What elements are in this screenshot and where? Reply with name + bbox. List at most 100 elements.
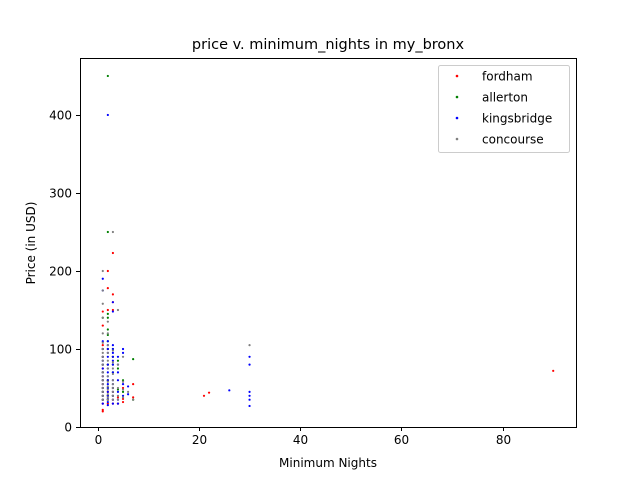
data-point	[106, 375, 109, 378]
data-point	[106, 351, 109, 354]
data-point	[116, 363, 120, 366]
data-point	[116, 394, 120, 397]
x-tick-label: 20	[192, 433, 207, 447]
data-point	[111, 355, 114, 358]
data-point	[116, 398, 120, 401]
data-point	[121, 355, 125, 358]
data-point	[101, 408, 104, 411]
data-point	[106, 347, 109, 351]
data-point	[111, 359, 114, 362]
data-point	[106, 396, 109, 399]
data-point	[116, 379, 120, 382]
data-point	[101, 410, 104, 413]
data-point	[116, 371, 120, 374]
data-point	[101, 359, 104, 362]
data-point	[121, 388, 125, 391]
data-point	[101, 289, 104, 292]
data-point	[126, 393, 130, 396]
data-point	[248, 394, 251, 397]
y-tick-label: 100	[49, 343, 72, 357]
x-tick-label: 80	[496, 433, 511, 447]
data-point	[106, 367, 109, 370]
data-point	[111, 293, 114, 296]
data-point	[101, 277, 104, 280]
data-point	[202, 394, 206, 397]
data-point	[116, 388, 120, 391]
data-point	[111, 308, 114, 312]
data-point	[106, 328, 109, 331]
data-point	[116, 396, 120, 399]
data-point	[248, 390, 251, 393]
data-point	[111, 301, 114, 304]
data-point	[121, 397, 125, 401]
data-point	[101, 386, 104, 390]
data-point	[106, 332, 109, 335]
data-point	[121, 379, 125, 382]
data-point	[121, 386, 125, 390]
y-axis: 0 100 200 300 400	[49, 109, 80, 435]
data-point	[101, 398, 104, 401]
legend-marker	[455, 74, 459, 78]
data-point	[101, 390, 104, 393]
x-tick-label: 40	[293, 433, 308, 447]
data-point	[101, 269, 104, 273]
data-point	[111, 386, 114, 390]
chart-title: price v. minimum_nights in my_bronx	[192, 37, 465, 53]
data-point	[111, 351, 114, 354]
data-point	[248, 355, 251, 358]
y-tick-label: 400	[49, 109, 72, 123]
data-point	[106, 359, 109, 362]
data-point	[116, 367, 120, 370]
data-point	[101, 324, 104, 327]
data-point	[111, 349, 114, 352]
data-point	[106, 388, 109, 391]
data-point	[111, 343, 114, 347]
data-point	[111, 402, 114, 405]
data-point	[101, 402, 104, 405]
data-point	[121, 382, 125, 386]
data-point	[106, 400, 109, 404]
plot-area-frame	[80, 58, 577, 428]
data-point	[248, 343, 251, 347]
data-point	[101, 371, 104, 374]
legend-marker	[455, 116, 459, 120]
data-point	[111, 390, 114, 393]
data-point	[111, 347, 114, 351]
data-point	[126, 385, 130, 388]
data-point	[121, 380, 125, 383]
data-point	[106, 402, 109, 405]
data-point	[228, 389, 231, 392]
data-point	[126, 390, 130, 393]
data-point	[111, 372, 114, 376]
legend-label: fordham	[482, 70, 533, 84]
data-point	[116, 386, 120, 390]
data-point	[121, 390, 125, 393]
data-point	[106, 380, 109, 383]
data-point	[116, 390, 120, 393]
x-tick-label: 60	[394, 433, 409, 447]
data-point	[101, 363, 104, 366]
data-point	[106, 340, 109, 343]
data-point	[106, 385, 109, 388]
data-point	[106, 398, 109, 401]
data-point	[106, 382, 109, 386]
data-point	[111, 251, 114, 255]
data-point	[248, 404, 251, 408]
data-point	[106, 379, 109, 382]
data-point	[111, 363, 114, 366]
data-point	[101, 341, 104, 344]
data-point	[106, 333, 109, 337]
data-point	[121, 351, 125, 354]
data-point	[106, 308, 109, 312]
data-point	[101, 343, 104, 347]
data-point	[111, 367, 114, 370]
data-point	[132, 358, 135, 361]
legend-label: concourse	[482, 133, 544, 147]
data-point	[552, 369, 555, 372]
data-point	[106, 320, 109, 323]
data-point	[116, 359, 120, 362]
data-point	[101, 394, 104, 397]
data-point	[111, 310, 114, 313]
data-point	[106, 355, 109, 358]
